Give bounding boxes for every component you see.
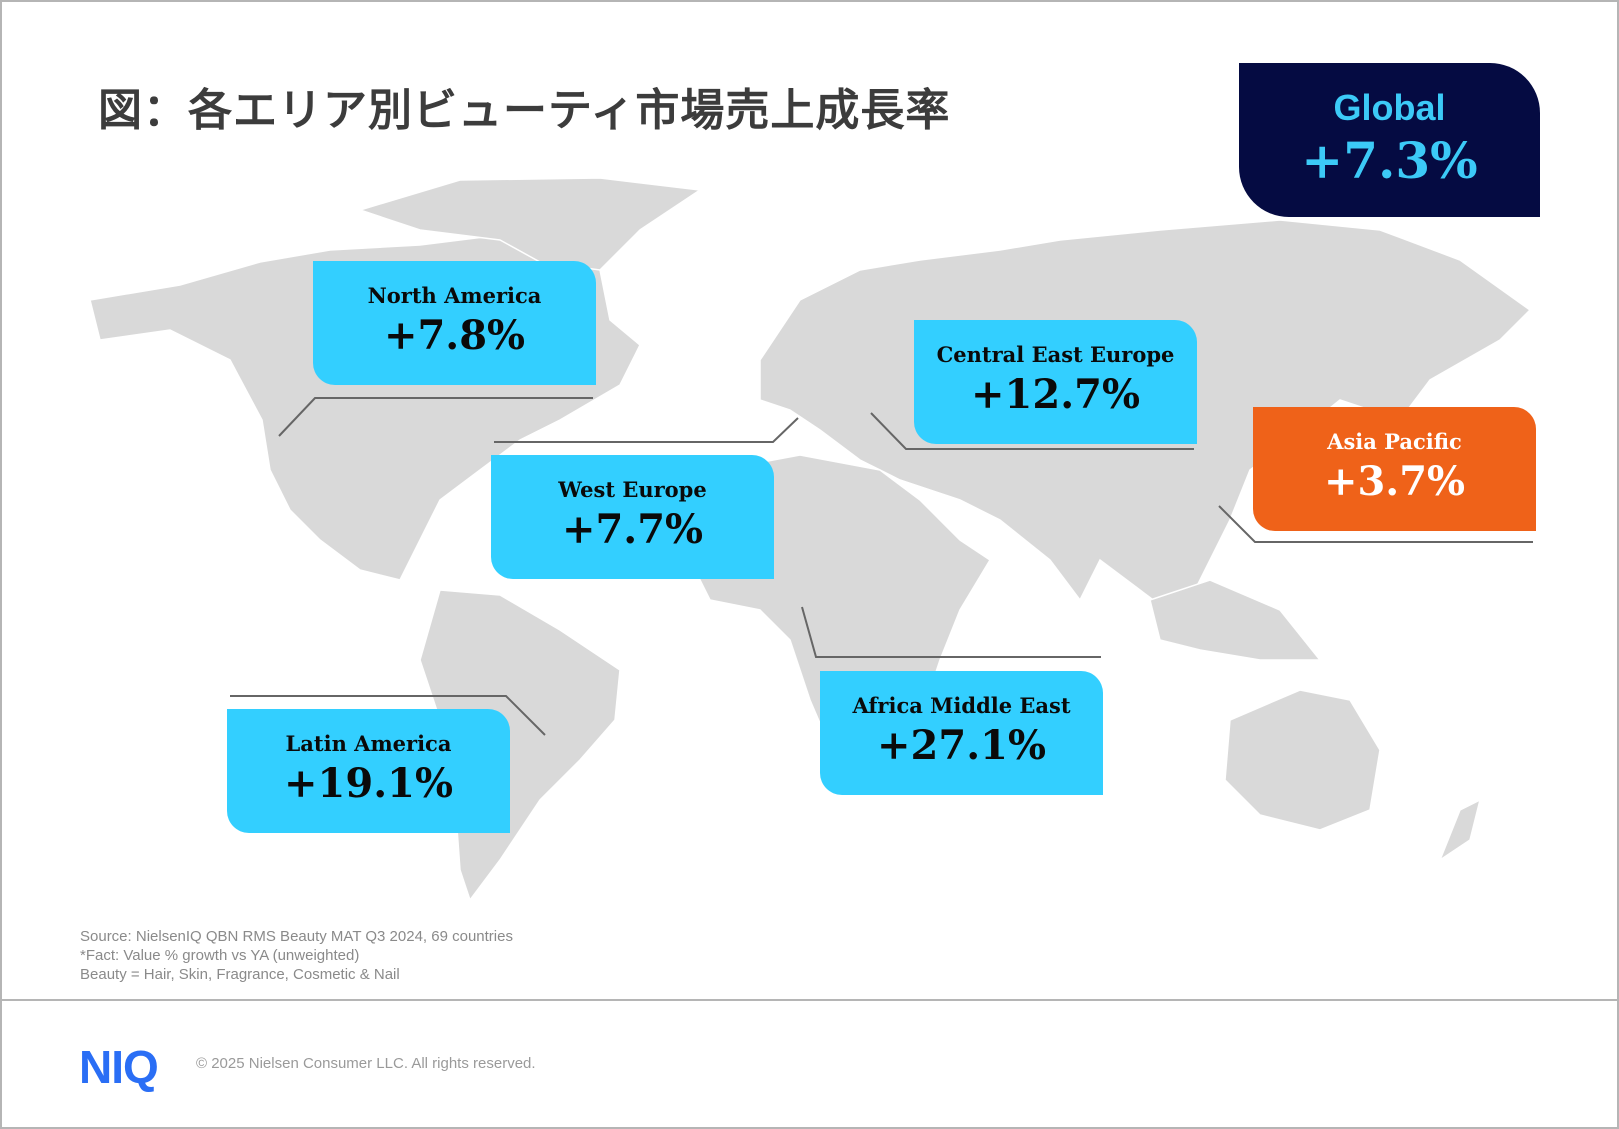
global-growth-box: Global +7.3% [1239, 63, 1540, 217]
beauty-definition-note: Beauty = Hair, Skin, Fragrance, Cosmetic… [80, 966, 400, 983]
region-label: Africa Middle East [852, 693, 1071, 718]
region-label: Latin America [285, 731, 452, 756]
region-value: +7.7% [561, 506, 704, 553]
map-australia [1224, 689, 1381, 831]
global-label: Global [1333, 87, 1446, 128]
region-label: West Europe [558, 477, 707, 502]
copyright: © 2025 Nielsen Consumer LLC. All rights … [196, 1055, 536, 1072]
region-value: +27.1% [877, 722, 1046, 769]
region-box-latin-america: Latin America +19.1% [227, 709, 510, 833]
region-value: +3.7% [1323, 458, 1466, 505]
region-label: Central East Europe [936, 342, 1175, 367]
source-note: Source: NielsenIQ QBN RMS Beauty MAT Q3 … [80, 928, 513, 945]
region-value: +19.1% [284, 760, 453, 807]
niq-logo: NIQ [79, 1041, 159, 1093]
region-box-africa-middle-east: Africa Middle East +27.1% [820, 671, 1103, 795]
leader-lines [230, 397, 1533, 736]
fact-note: *Fact: Value % growth vs YA (unweighted) [80, 947, 360, 964]
map-southeast-asia [1149, 579, 1322, 661]
region-box-west-europe: West Europe +7.7% [491, 455, 774, 579]
leader-line-latin-america [230, 695, 546, 736]
region-value: +12.7% [971, 371, 1140, 418]
region-box-central-east-europe: Central East Europe +12.7% [914, 320, 1197, 444]
region-label: North America [367, 283, 542, 308]
map-greenland [357, 177, 703, 271]
leader-line-west-europe [494, 417, 799, 443]
region-box-north-america: North America +7.8% [313, 261, 596, 385]
footnotes: Source: NielsenIQ QBN RMS Beauty MAT Q3 … [80, 927, 513, 984]
leader-line-central-east-europe [870, 412, 1194, 450]
footer-divider [0, 999, 1619, 1001]
global-value: +7.3% [1301, 131, 1478, 190]
region-label: Asia Pacific [1327, 429, 1462, 454]
leader-line-africa-middle-east [801, 606, 1101, 658]
region-box-asia-pacific: Asia Pacific +3.7% [1253, 407, 1536, 531]
map-new-zealand [1438, 798, 1482, 862]
page-title: 図：各エリア別ビューティ市場売上成長率 [98, 85, 951, 136]
region-value: +7.8% [383, 312, 526, 359]
leader-line-north-america [278, 397, 593, 437]
leader-line-asia-pacific [1218, 505, 1533, 543]
